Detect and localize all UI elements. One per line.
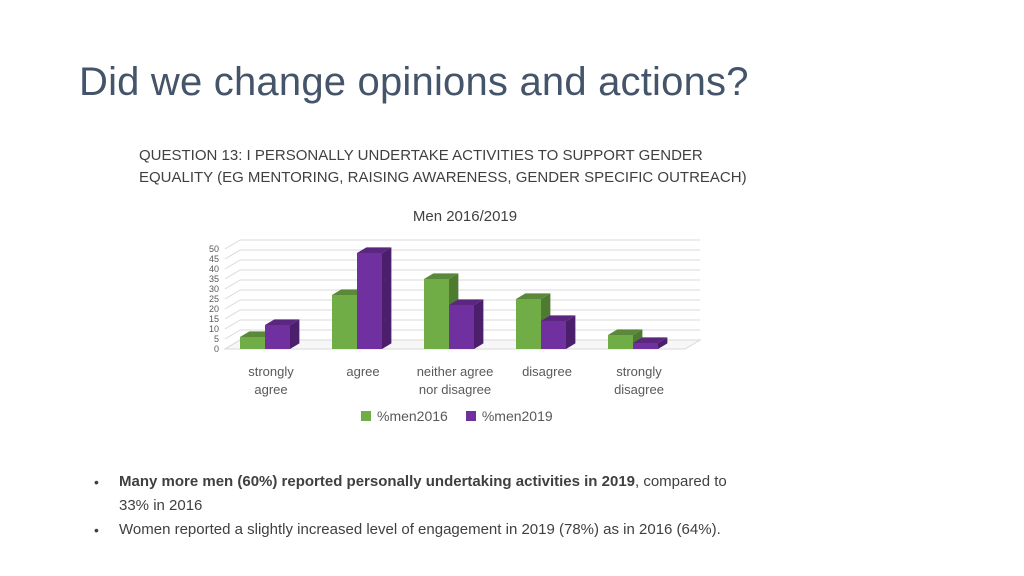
bar-%men2016 <box>608 335 633 349</box>
bar-%men2016 <box>240 337 265 349</box>
gridline-side <box>224 259 241 270</box>
x-tick-label: nor disagree <box>419 382 491 397</box>
question-text: QUESTION 13: I PERSONALLY UNDERTAKE ACTI… <box>139 145 839 189</box>
y-tick-label: 10 <box>209 324 219 334</box>
gridline-side <box>224 319 241 330</box>
x-tick-label: agree <box>346 364 379 379</box>
gridline-side <box>224 339 241 350</box>
x-tick-label: agree <box>254 382 287 397</box>
bar-top-%men2016 <box>424 273 459 279</box>
legend-swatch-2016 <box>361 411 371 421</box>
y-tick-label: 35 <box>209 274 219 284</box>
gridline-side <box>224 309 241 320</box>
gridline-side <box>224 249 241 260</box>
bar-side-%men2019 <box>658 337 668 349</box>
bar-%men2019 <box>449 305 474 349</box>
bar-%men2016 <box>516 299 541 349</box>
bar-side-%men2019 <box>566 315 576 349</box>
y-tick-label: 5 <box>214 334 219 344</box>
bullet-1-line2: 33% in 2016 <box>119 497 203 514</box>
y-tick-label: 0 <box>214 344 219 354</box>
x-tick-label: disagree <box>522 364 572 379</box>
bullet-item-1: • Many more men (60%) reported personall… <box>92 470 852 518</box>
gridline-side <box>224 289 241 300</box>
bar-top-%men2019 <box>265 319 300 325</box>
bullet-1-bold: Many more men (60%) reported personally … <box>119 473 635 490</box>
y-tick-label: 30 <box>209 284 219 294</box>
bar-%men2016 <box>332 295 357 349</box>
gridline-side <box>224 299 241 310</box>
bar-side-%men2019 <box>290 319 300 349</box>
legend-item-2019: %men2019 <box>465 408 553 424</box>
chart: Men 2016/2019 0 5 10 15 20 25 30 35 40 45 50 strong… <box>195 200 735 440</box>
gridline-side <box>224 279 241 290</box>
bar-top-%men2019 <box>633 337 668 343</box>
x-tick-label: neither agree <box>417 364 494 379</box>
legend-item-2016: %men2016 <box>361 408 448 424</box>
bullet-2-text: Women reported a slightly increased leve… <box>119 521 721 538</box>
question-line-1: QUESTION 13: I PERSONALLY UNDERTAKE ACTI… <box>139 147 703 164</box>
bar-top-%men2019 <box>357 247 392 253</box>
bar-side-%men2019 <box>474 299 484 349</box>
x-tick-label: strongly <box>616 364 662 379</box>
bar-%men2019 <box>633 343 658 349</box>
question-line-2: EQUALITY (EG MENTORING, RAISING AWARENES… <box>139 169 747 186</box>
bullet-item-2: • Women reported a slightly increased le… <box>92 518 852 542</box>
bullet-icon: • <box>94 522 99 538</box>
legend-label-2016: %men2016 <box>377 408 448 424</box>
y-tick-label: 50 <box>209 244 219 254</box>
y-tick-label: 25 <box>209 294 219 304</box>
y-tick-label: 15 <box>209 314 219 324</box>
bar-%men2019 <box>265 325 290 349</box>
gridline-side <box>224 239 241 250</box>
x-tick-label: disagree <box>614 382 664 397</box>
bar-side-%men2019 <box>382 247 392 349</box>
y-tick-label: 40 <box>209 264 219 274</box>
chart-legend: %men2016 %men2019 <box>361 408 553 424</box>
bar-top-%men2019 <box>541 315 576 321</box>
y-tick-label: 20 <box>209 304 219 314</box>
bar-top-%men2016 <box>516 293 551 299</box>
chart-title: Men 2016/2019 <box>412 208 518 225</box>
bar-top-%men2019 <box>449 299 484 305</box>
bullet-1-text: , compared to <box>635 473 727 490</box>
y-tick-label: 45 <box>209 254 219 264</box>
slide-title: Did we change opinions and actions? <box>79 60 749 104</box>
gridline-side <box>224 269 241 280</box>
legend-swatch-2019 <box>465 411 476 421</box>
bar-top-%men2016 <box>608 329 643 335</box>
x-tick-label: strongly <box>248 364 294 379</box>
bar-%men2016 <box>424 279 449 349</box>
findings-list: • Many more men (60%) reported personall… <box>92 470 852 542</box>
bullet-icon: • <box>94 474 99 490</box>
bar-%men2019 <box>357 253 382 349</box>
bar-%men2019 <box>541 321 566 349</box>
legend-label-2019: %men2019 <box>481 408 553 424</box>
gridline-side <box>224 329 241 340</box>
